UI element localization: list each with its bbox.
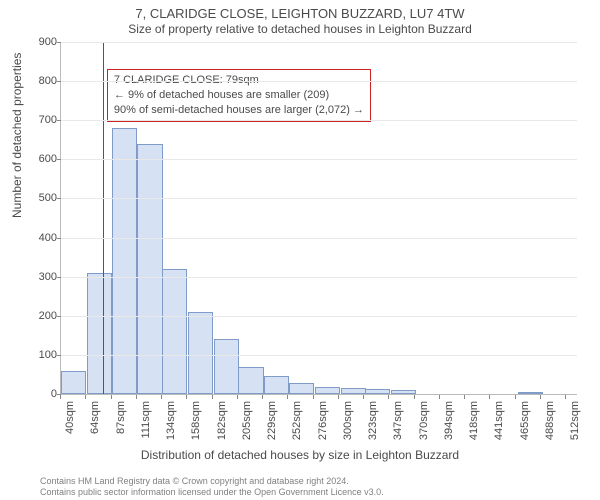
y-tick-label: 800 (17, 75, 57, 87)
x-tick-label: 394sqm (443, 401, 455, 445)
histogram-bar (214, 339, 239, 394)
histogram-bar (87, 273, 112, 394)
footer-line-1: Contains HM Land Registry data © Crown c… (40, 476, 384, 487)
y-tick-mark (57, 159, 61, 160)
x-tick-mark (540, 395, 541, 399)
histogram-bar (162, 269, 187, 394)
y-tick-mark (57, 238, 61, 239)
x-tick-mark (60, 395, 61, 399)
x-tick-label: 276sqm (317, 401, 329, 445)
histogram-bar (341, 388, 366, 394)
x-tick-label: 441sqm (493, 401, 505, 445)
x-tick-mark (439, 395, 440, 399)
y-tick-label: 500 (17, 192, 57, 204)
x-tick-mark (111, 395, 112, 399)
callout-line-3: 90% of semi-detached houses are larger (… (114, 103, 364, 118)
y-tick-label: 400 (17, 232, 57, 244)
grid-line (61, 42, 577, 43)
grid-line (61, 159, 577, 160)
x-tick-label: 111sqm (140, 401, 152, 445)
x-tick-mark (464, 395, 465, 399)
x-tick-mark (136, 395, 137, 399)
x-tick-mark (515, 395, 516, 399)
x-tick-label: 347sqm (392, 401, 404, 445)
histogram-bar (289, 383, 314, 394)
chart-subtitle: Size of property relative to detached ho… (0, 22, 600, 36)
x-tick-label: 40sqm (64, 401, 76, 445)
y-tick-mark (57, 42, 61, 43)
grid-line (61, 277, 577, 278)
attribution: Contains HM Land Registry data © Crown c… (40, 476, 384, 499)
callout-box: 7 CLARIDGE CLOSE: 79sqm ← 9% of detached… (107, 69, 371, 122)
histogram-bar (238, 367, 263, 394)
x-tick-mark (489, 395, 490, 399)
y-tick-label: 900 (17, 36, 57, 48)
x-tick-mark (212, 395, 213, 399)
x-tick-mark (388, 395, 389, 399)
y-tick-mark (57, 277, 61, 278)
histogram-bar (391, 390, 416, 394)
chart-container: 7, CLARIDGE CLOSE, LEIGHTON BUZZARD, LU7… (0, 0, 600, 500)
x-tick-mark (85, 395, 86, 399)
y-tick-label: 0 (17, 388, 57, 400)
grid-line (61, 238, 577, 239)
grid-line (61, 355, 577, 356)
x-tick-label: 323sqm (367, 401, 379, 445)
x-ticks-layer: 40sqm 64sqm 87sqm 111sqm 134sqm 158sqm 182sqm 2… (60, 395, 576, 450)
x-tick-mark (237, 395, 238, 399)
x-tick-mark (313, 395, 314, 399)
y-tick-mark (57, 198, 61, 199)
x-tick-mark (186, 395, 187, 399)
x-tick-label: 87sqm (115, 401, 127, 445)
footer-line-2: Contains public sector information licen… (40, 487, 384, 498)
histogram-bar (365, 389, 390, 394)
histogram-bar (188, 312, 213, 394)
x-tick-label: 488sqm (544, 401, 556, 445)
x-tick-label: 512sqm (569, 401, 581, 445)
x-tick-label: 370sqm (418, 401, 430, 445)
histogram-bar (518, 392, 543, 394)
x-tick-mark (161, 395, 162, 399)
x-tick-label: 465sqm (519, 401, 531, 445)
y-tick-mark (57, 316, 61, 317)
y-tick-mark (57, 120, 61, 121)
x-tick-mark (262, 395, 263, 399)
x-tick-label: 205sqm (241, 401, 253, 445)
grid-line (61, 198, 577, 199)
x-tick-label: 134sqm (165, 401, 177, 445)
y-tick-label: 300 (17, 271, 57, 283)
x-tick-label: 182sqm (216, 401, 228, 445)
histogram-bar (315, 387, 340, 394)
y-tick-label: 100 (17, 349, 57, 361)
x-tick-mark (363, 395, 364, 399)
x-tick-label: 158sqm (190, 401, 202, 445)
histogram-bar (61, 371, 86, 394)
grid-line (61, 81, 577, 82)
x-tick-label: 252sqm (291, 401, 303, 445)
chart-title: 7, CLARIDGE CLOSE, LEIGHTON BUZZARD, LU7… (0, 6, 600, 21)
y-tick-label: 700 (17, 114, 57, 126)
callout-line-2: ← 9% of detached houses are smaller (209… (114, 88, 364, 103)
x-tick-mark (287, 395, 288, 399)
property-marker-line (103, 42, 104, 394)
grid-line (61, 120, 577, 121)
x-tick-mark (338, 395, 339, 399)
y-tick-label: 600 (17, 153, 57, 165)
x-tick-label: 229sqm (266, 401, 278, 445)
grid-line (61, 316, 577, 317)
plot-area: 7 CLARIDGE CLOSE: 79sqm ← 9% of detached… (60, 42, 577, 395)
x-axis-label: Distribution of detached houses by size … (0, 448, 600, 462)
x-tick-label: 300sqm (342, 401, 354, 445)
y-tick-label: 200 (17, 310, 57, 322)
x-tick-mark (414, 395, 415, 399)
x-tick-label: 418sqm (468, 401, 480, 445)
y-tick-mark (57, 355, 61, 356)
histogram-bar (137, 144, 162, 394)
histogram-bar (264, 376, 289, 394)
y-tick-mark (57, 81, 61, 82)
x-tick-label: 64sqm (89, 401, 101, 445)
x-tick-mark (565, 395, 566, 399)
